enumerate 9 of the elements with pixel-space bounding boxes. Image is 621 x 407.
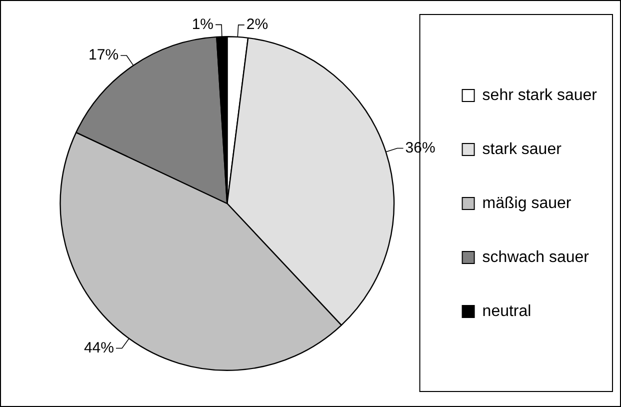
legend-label: sehr stark sauer xyxy=(482,86,598,104)
data-label: 17% xyxy=(88,46,119,64)
data-label: 1% xyxy=(192,16,214,33)
data-label: 2% xyxy=(246,16,268,34)
legend-label: neutral xyxy=(482,302,532,320)
legend-label: schwach sauer xyxy=(482,248,590,266)
legend-label: stark sauer xyxy=(482,140,562,158)
legend-label: mäßig sauer xyxy=(482,194,572,212)
data-label: 44% xyxy=(84,339,114,356)
